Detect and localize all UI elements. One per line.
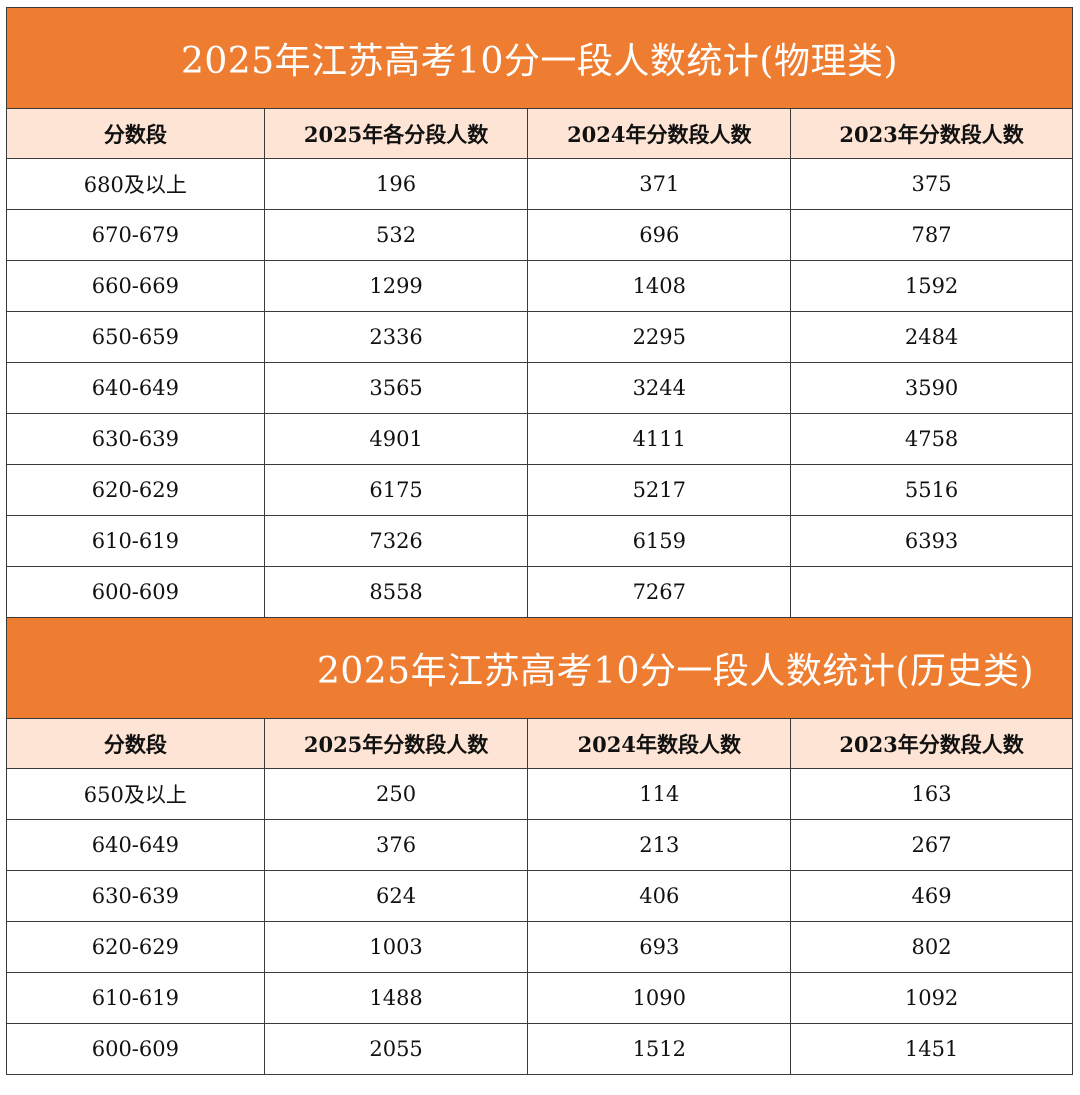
score-range-cell: 650-659 [6, 311, 265, 363]
count-cell: 6393 [790, 515, 1073, 567]
count-cell: 693 [527, 921, 792, 973]
score-tables: 2025年江苏高考10分一段人数统计(物理类) 分数段 2025年各分段人数 2… [6, 7, 1073, 1075]
score-range-cell: 670-679 [6, 209, 265, 261]
score-range-cell: 660-669 [6, 260, 265, 312]
count-cell: 1090 [527, 972, 792, 1024]
score-range-cell: 600-609 [6, 1023, 265, 1075]
count-cell: 1451 [790, 1023, 1073, 1075]
count-cell: 371 [527, 158, 792, 210]
header-cell: 2025年分数段人数 [263, 718, 529, 769]
table-row: 640-649 376 213 267 [6, 819, 1073, 871]
header-cell: 2024年数段人数 [527, 718, 792, 769]
count-cell: 532 [263, 209, 529, 261]
count-cell: 6159 [527, 515, 792, 567]
score-range-cell: 640-649 [6, 362, 265, 414]
count-cell: 3590 [790, 362, 1073, 414]
header-cell: 2025年各分段人数 [263, 108, 529, 159]
table-row: 670-679 532 696 787 [6, 209, 1073, 261]
count-cell: 2055 [263, 1023, 529, 1075]
table-row: 620-629 1003 693 802 [6, 921, 1073, 973]
table-row: 650-659 2336 2295 2484 [6, 311, 1073, 363]
physics-header-row: 分数段 2025年各分段人数 2024年分数段人数 2023年分数段人数 [6, 108, 1073, 159]
table-row: 630-639 4901 4111 4758 [6, 413, 1073, 465]
count-cell: 406 [527, 870, 792, 922]
table-row: 650及以上 250 114 163 [6, 768, 1073, 820]
count-cell: 2484 [790, 311, 1073, 363]
table-row: 600-609 8558 7267 [6, 566, 1073, 618]
count-cell: 787 [790, 209, 1073, 261]
count-cell: 2336 [263, 311, 529, 363]
history-title: 2025年江苏高考10分一段人数统计(历史类) [6, 617, 1073, 719]
count-cell: 2295 [527, 311, 792, 363]
count-cell: 4758 [790, 413, 1073, 465]
header-cell: 分数段 [6, 108, 265, 159]
score-range-cell: 610-619 [6, 972, 265, 1024]
count-cell: 1512 [527, 1023, 792, 1075]
count-cell: 469 [790, 870, 1073, 922]
score-range-cell: 600-609 [6, 566, 265, 618]
count-cell: 624 [263, 870, 529, 922]
count-cell: 5516 [790, 464, 1073, 516]
table-row: 680及以上 196 371 375 [6, 158, 1073, 210]
count-cell: 196 [263, 158, 529, 210]
table-row: 660-669 1299 1408 1592 [6, 260, 1073, 312]
header-cell: 2023年分数段人数 [790, 718, 1073, 769]
table-row: 630-639 624 406 469 [6, 870, 1073, 922]
history-section: 2025年江苏高考10分一段人数统计(历史类) 分数段 2025年分数段人数 2… [6, 617, 1073, 1075]
header-cell: 2024年分数段人数 [527, 108, 792, 159]
count-cell: 163 [790, 768, 1073, 820]
count-cell: 7326 [263, 515, 529, 567]
physics-section: 2025年江苏高考10分一段人数统计(物理类) 分数段 2025年各分段人数 2… [6, 7, 1073, 618]
count-cell: 802 [790, 921, 1073, 973]
table-row: 610-619 1488 1090 1092 [6, 972, 1073, 1024]
count-cell: 213 [527, 819, 792, 871]
table-row: 640-649 3565 3244 3590 [6, 362, 1073, 414]
score-range-cell: 620-629 [6, 921, 265, 973]
table-row: 620-629 6175 5217 5516 [6, 464, 1073, 516]
score-range-cell: 650及以上 [6, 768, 265, 820]
stats-table: 2025年江苏高考10分一段人数统计(物理类) 分数段 2025年各分段人数 2… [6, 7, 1073, 1075]
physics-title: 2025年江苏高考10分一段人数统计(物理类) [6, 7, 1073, 109]
score-range-cell: 630-639 [6, 413, 265, 465]
count-cell: 8558 [263, 566, 529, 618]
table-row: 610-619 7326 6159 6393 [6, 515, 1073, 567]
count-cell: 5217 [527, 464, 792, 516]
count-cell: 696 [527, 209, 792, 261]
count-cell: 1488 [263, 972, 529, 1024]
header-cell: 2023年分数段人数 [790, 108, 1073, 159]
count-cell: 4111 [527, 413, 792, 465]
score-range-cell: 620-629 [6, 464, 265, 516]
count-cell: 4901 [263, 413, 529, 465]
count-cell: 1408 [527, 260, 792, 312]
count-cell: 1299 [263, 260, 529, 312]
count-cell: 3244 [527, 362, 792, 414]
score-range-cell: 680及以上 [6, 158, 265, 210]
count-cell: 375 [790, 158, 1073, 210]
count-cell: 1092 [790, 972, 1073, 1024]
count-cell: 7267 [527, 566, 792, 618]
count-cell: 6175 [263, 464, 529, 516]
score-range-cell: 610-619 [6, 515, 265, 567]
count-cell [790, 566, 1073, 618]
table-row: 600-609 2055 1512 1451 [6, 1023, 1073, 1075]
count-cell: 250 [263, 768, 529, 820]
header-cell: 分数段 [6, 718, 265, 769]
count-cell: 1592 [790, 260, 1073, 312]
history-header-row: 分数段 2025年分数段人数 2024年数段人数 2023年分数段人数 [6, 718, 1073, 769]
score-range-cell: 640-649 [6, 819, 265, 871]
count-cell: 3565 [263, 362, 529, 414]
score-range-cell: 630-639 [6, 870, 265, 922]
count-cell: 114 [527, 768, 792, 820]
count-cell: 267 [790, 819, 1073, 871]
count-cell: 1003 [263, 921, 529, 973]
count-cell: 376 [263, 819, 529, 871]
